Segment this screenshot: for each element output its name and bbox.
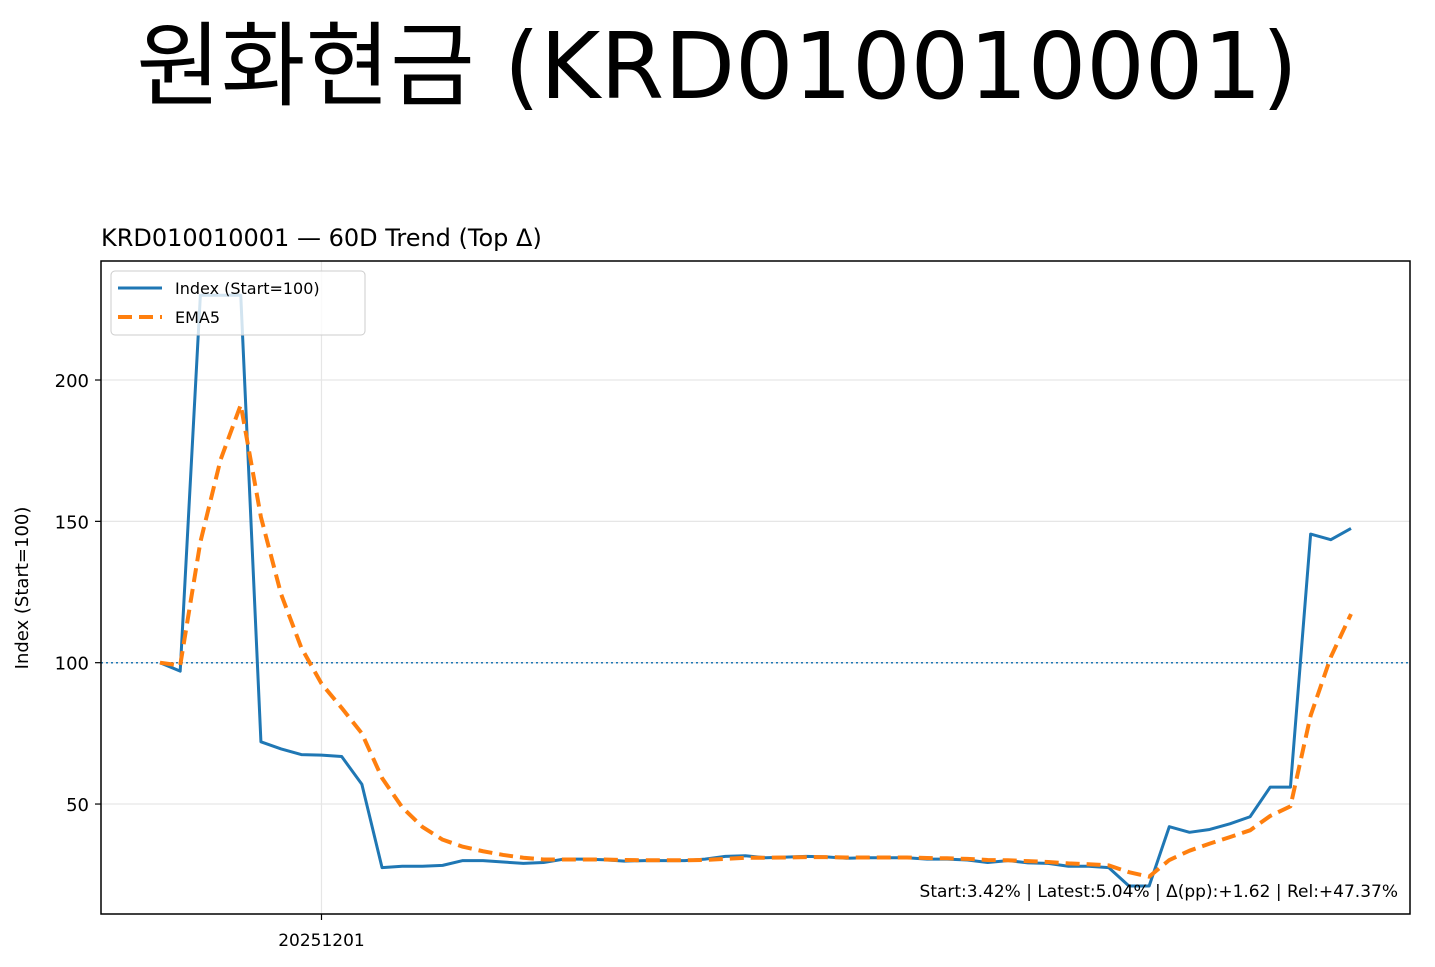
y-tick-label: 100 — [55, 654, 89, 675]
x-tick-label: 20251201 — [278, 931, 365, 951]
page-title: 원화현금 (KRD010010001) — [136, 13, 1297, 120]
plot-frame — [100, 260, 1411, 915]
y-tick-label: 50 — [66, 795, 89, 816]
y-axis-label: Index (Start=100) — [12, 507, 33, 670]
y-tick-label: 200 — [55, 371, 89, 392]
annotation: Start:3.42% | Latest:5.04% | Δ(pp):+1.62… — [920, 882, 1398, 902]
series-line — [159, 293, 1352, 888]
series-line — [159, 402, 1353, 879]
legend-label: Index (Start=100) — [175, 279, 320, 298]
chart-title: KRD010010001 — 60D Trend (Top Δ) — [101, 224, 542, 252]
legend-box — [110, 270, 366, 336]
y-tick-label: 150 — [55, 512, 89, 533]
legend-label: EMA5 — [175, 308, 220, 327]
